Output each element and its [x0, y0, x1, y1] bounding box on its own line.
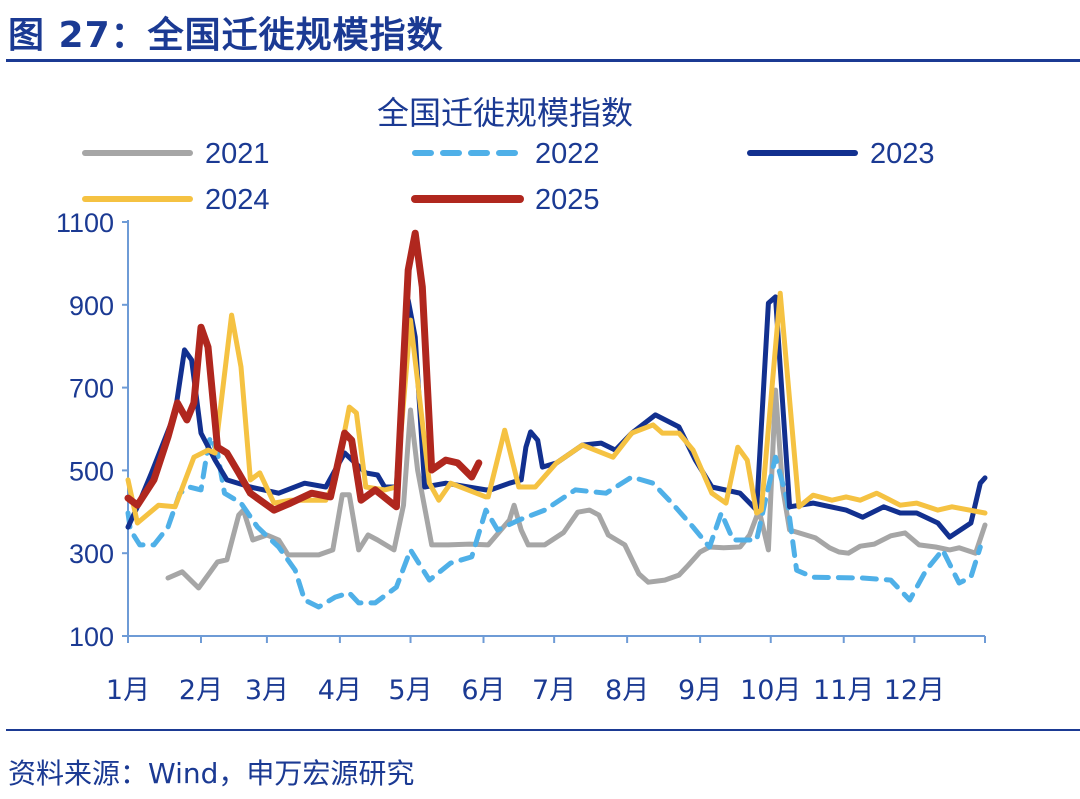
series-line-2022 [125, 434, 983, 610]
y-tick-label: 900 [69, 291, 114, 321]
series-line-2023 [125, 294, 988, 540]
legend-label-2024: 2024 [205, 184, 270, 216]
x-tick-label: 3月 [245, 675, 289, 706]
x-tick-label: 6月 [461, 675, 505, 706]
x-tick-label: 11月 [813, 675, 874, 706]
title-divider [6, 59, 1080, 62]
x-tick-label: 2月 [179, 675, 223, 706]
x-tick-label: 1月 [106, 675, 150, 706]
legend-label-2023: 2023 [870, 138, 935, 170]
y-tick-label: 1100 [56, 208, 114, 238]
x-tick-label: 8月 [605, 675, 649, 706]
legend-label-2022: 2022 [535, 138, 600, 170]
series-lines [124, 229, 988, 610]
x-tick-label: 12月 [884, 675, 945, 706]
source-note: 资料来源：Wind，申万宏源研究 [8, 757, 415, 790]
x-tick-label: 7月 [532, 675, 576, 706]
y-tick-label: 700 [69, 374, 114, 404]
y-tick-label: 300 [69, 539, 114, 569]
series-line-2025 [124, 229, 483, 514]
source-divider [6, 729, 1080, 731]
y-tick-label: 500 [69, 456, 114, 486]
legend: 2021 2022 2023 2024 2025 [82, 138, 935, 216]
series-line-2024 [125, 290, 988, 526]
x-tick-label: 4月 [318, 675, 362, 706]
series-line-2021 [165, 387, 988, 591]
x-tick-label: 9月 [678, 675, 722, 706]
figure-title: 图 27：全国迁徙规模指数 [8, 15, 444, 56]
legend-label-2021: 2021 [205, 138, 270, 170]
line-chart: 全国迁徙规模指数 2021 2022 2023 2024 2025 100 300 500 7… [56, 94, 988, 706]
chart-title: 全国迁徙规模指数 [377, 94, 633, 132]
y-tick-label: 100 [69, 622, 114, 652]
x-tick-label: 5月 [388, 675, 432, 706]
axes: 100 300 500 700 900 1100 1月 2月 3月 4月 5月 6月 7月 8月 9月 10月… [56, 208, 986, 706]
x-tick-label: 10月 [740, 675, 801, 706]
legend-label-2025: 2025 [535, 184, 600, 216]
